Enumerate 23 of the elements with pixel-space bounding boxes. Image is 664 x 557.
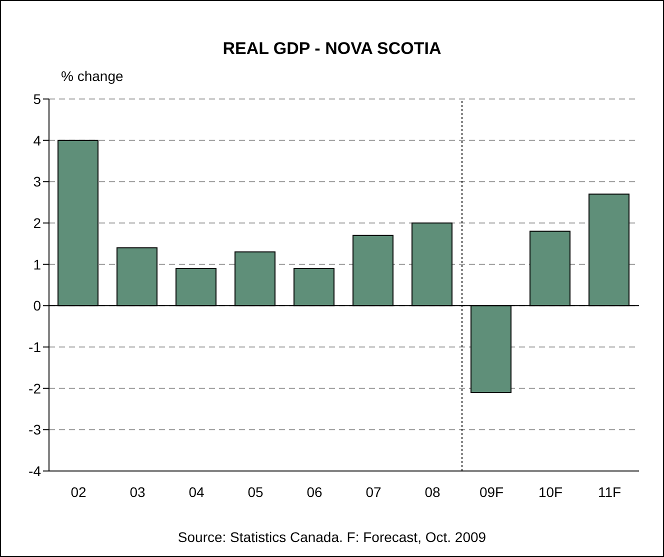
x-tick-label: 11F — [598, 484, 622, 500]
x-tick-label: 07 — [366, 484, 382, 500]
x-tick-label: 08 — [424, 484, 440, 500]
x-tick-label: 02 — [70, 484, 86, 500]
y-tick-label: -3 — [28, 422, 42, 438]
y-tick-label: 1 — [33, 256, 42, 272]
x-tick-label: 10F — [538, 484, 563, 500]
x-tick-label: 04 — [188, 484, 204, 500]
y-tick-label: 5 — [33, 90, 42, 107]
y-tick-label: 0 — [33, 298, 42, 314]
x-tick-label: 03 — [130, 484, 146, 500]
y-tick-label: 3 — [33, 174, 42, 190]
y-tick-label: -1 — [28, 338, 42, 355]
y-tick-label: -4 — [28, 462, 42, 479]
y-axis-title: % change — [61, 68, 124, 84]
y-tick-label: -2 — [28, 380, 42, 396]
y-tick-label: 4 — [33, 132, 42, 148]
source-note: Source: Statistics Canada. F: Forecast, Oct. 2009 — [178, 529, 486, 545]
x-tick-label: 06 — [306, 484, 322, 500]
x-tick-label: 05 — [248, 484, 264, 500]
chart-title: REAL GDP - NOVA SCOTIA — [222, 39, 442, 59]
y-tick-label: 2 — [33, 214, 42, 231]
x-tick-label: 09F — [479, 484, 504, 500]
